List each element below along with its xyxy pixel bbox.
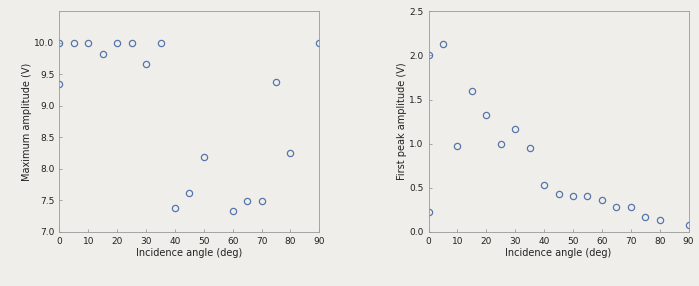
Y-axis label: Maximum amplitude (V): Maximum amplitude (V) [22,62,31,181]
Y-axis label: First peak amplitude (V): First peak amplitude (V) [396,63,407,180]
X-axis label: Incidence angle (deg): Incidence angle (deg) [136,248,243,258]
X-axis label: Incidence angle (deg): Incidence angle (deg) [505,248,612,258]
